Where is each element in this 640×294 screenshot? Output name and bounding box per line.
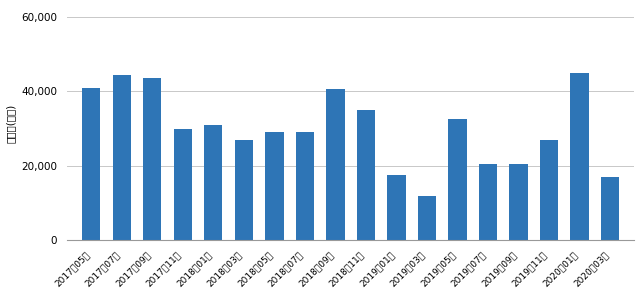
Bar	[82, 88, 100, 240]
Bar	[570, 73, 589, 240]
Y-axis label: 거래량(건수): 거래량(건수)	[6, 103, 15, 143]
Bar	[204, 125, 223, 240]
Bar	[173, 128, 192, 240]
Bar	[113, 75, 131, 240]
Bar	[448, 119, 467, 240]
Bar	[479, 164, 497, 240]
Bar	[296, 132, 314, 240]
Bar	[143, 78, 161, 240]
Bar	[387, 175, 406, 240]
Bar	[418, 196, 436, 240]
Bar	[265, 132, 284, 240]
Bar	[509, 164, 527, 240]
Bar	[356, 110, 375, 240]
Bar	[235, 140, 253, 240]
Bar	[601, 177, 619, 240]
Bar	[326, 89, 344, 240]
Bar	[540, 140, 558, 240]
